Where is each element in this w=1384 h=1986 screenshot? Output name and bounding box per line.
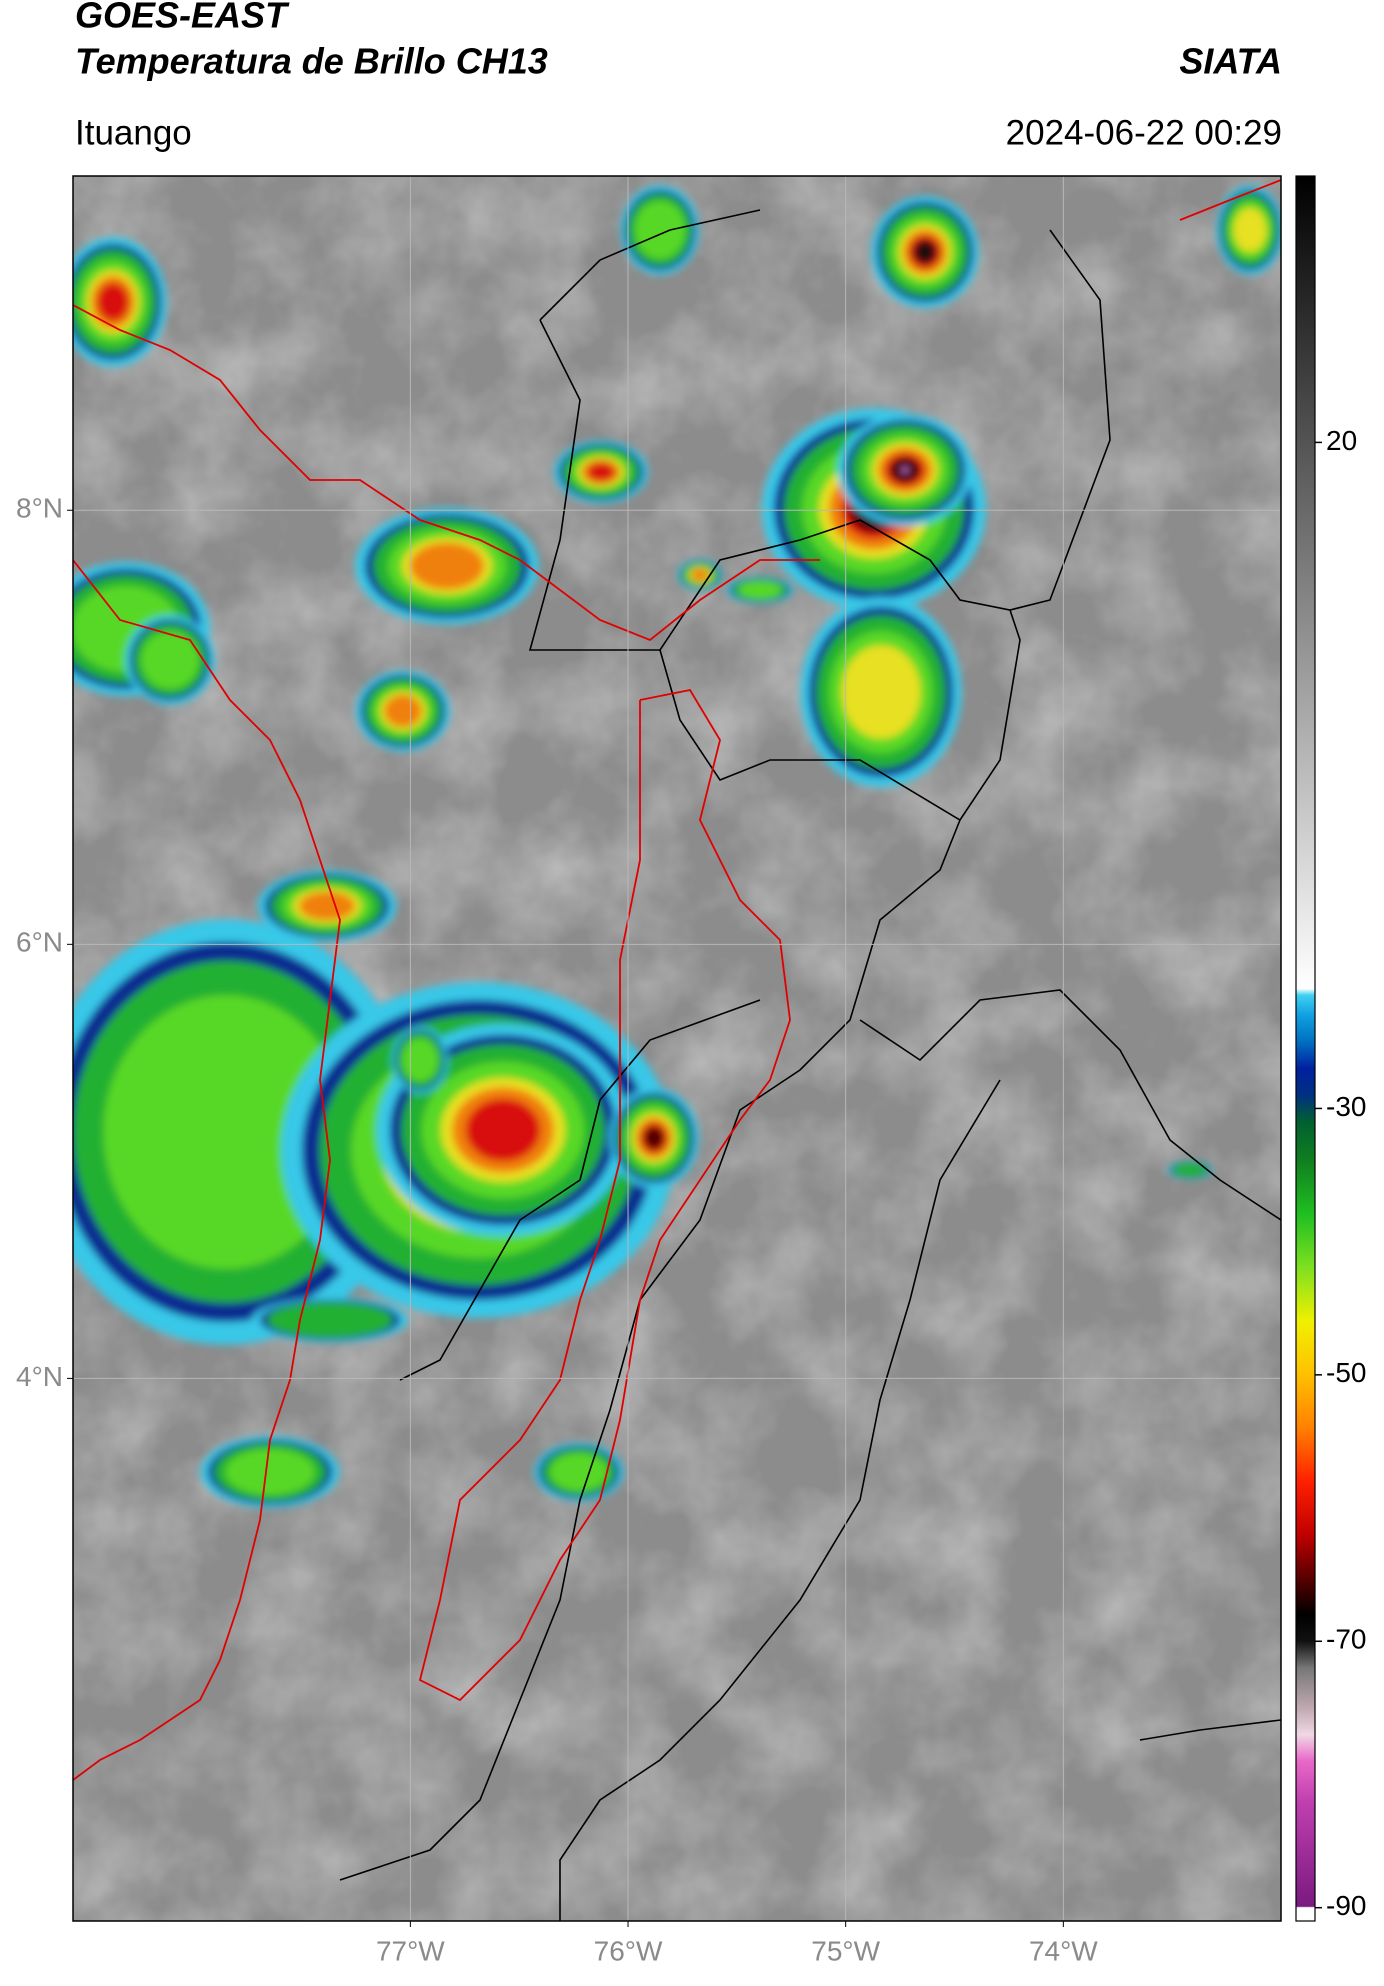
region-outlines: [73, 179, 1281, 1781]
x-tick-label: 75°W: [811, 1935, 880, 1966]
cloud-ring: [1172, 1162, 1208, 1178]
colorbar-tick-label: -70: [1326, 1624, 1366, 1655]
colorbar-tick-label: -30: [1326, 1091, 1366, 1122]
border: [539, 209, 761, 321]
title: GOES-EAST: [75, 0, 290, 36]
y-tick-label: 4°N: [16, 1361, 63, 1392]
cloud-ring: [402, 1038, 438, 1082]
border: [1139, 1719, 1281, 1741]
cloud-ring: [1233, 208, 1267, 252]
cloud-ring: [410, 542, 484, 590]
cloud-ring: [225, 1448, 315, 1496]
border: [659, 609, 1021, 822]
map-axes: 77°W 76°W 75°W 74°W 4°N 6°N 8°N: [16, 493, 1098, 1967]
colorbar: [1295, 175, 1316, 1922]
cloud-ring: [901, 467, 909, 473]
location: Ituango: [75, 113, 192, 152]
cloud-ring: [550, 1453, 608, 1491]
source: SIATA: [1179, 41, 1282, 82]
y-tick-label: 8°N: [16, 493, 63, 524]
cloud-ring: [267, 1302, 393, 1338]
subtitle: Temperatura de Brillo CH13: [75, 41, 548, 82]
map-frame: [72, 175, 1282, 1922]
cloud-ring: [841, 645, 921, 739]
colorbar-ticks: -90 -70 -50 -30 20: [1315, 425, 1366, 1921]
border: [859, 989, 1281, 1221]
colorbar-tick-label: 20: [1326, 425, 1357, 456]
x-tick-label: 77°W: [376, 1935, 445, 1966]
cloud-ring: [916, 243, 934, 261]
cloud-ring: [299, 891, 355, 921]
x-tick-label: 74°W: [1029, 1935, 1098, 1966]
datetime: 2024-06-22 00:29: [1006, 113, 1282, 152]
cloud-ring: [97, 282, 129, 322]
y-tick-label: 6°N: [16, 927, 63, 958]
colorbar-tick-label: -50: [1326, 1357, 1366, 1388]
x-tick-label: 76°W: [594, 1935, 663, 1966]
border: [399, 999, 761, 1381]
ituango-outline: [418, 688, 791, 1702]
cloud-ring: [587, 462, 615, 482]
cloud-ring: [738, 581, 782, 599]
satellite-image: [73, 176, 1281, 1921]
coastline: [73, 559, 341, 1781]
cloud-ring: [384, 694, 422, 728]
border: [528, 229, 1111, 651]
cloud-ring: [141, 631, 199, 689]
coastline: [73, 304, 820, 642]
cloud-ring: [465, 1098, 541, 1162]
border: [559, 1079, 1001, 1921]
cloud-ring: [644, 1126, 664, 1150]
coastline: [1179, 179, 1281, 221]
cloud-ring: [103, 995, 349, 1269]
cloud-ring: [634, 201, 686, 259]
colorbar-tick-label: -90: [1326, 1890, 1366, 1921]
cloud-ring: [691, 568, 709, 582]
graticule: [73, 176, 1281, 1921]
convective-cells: [73, 185, 1281, 1508]
